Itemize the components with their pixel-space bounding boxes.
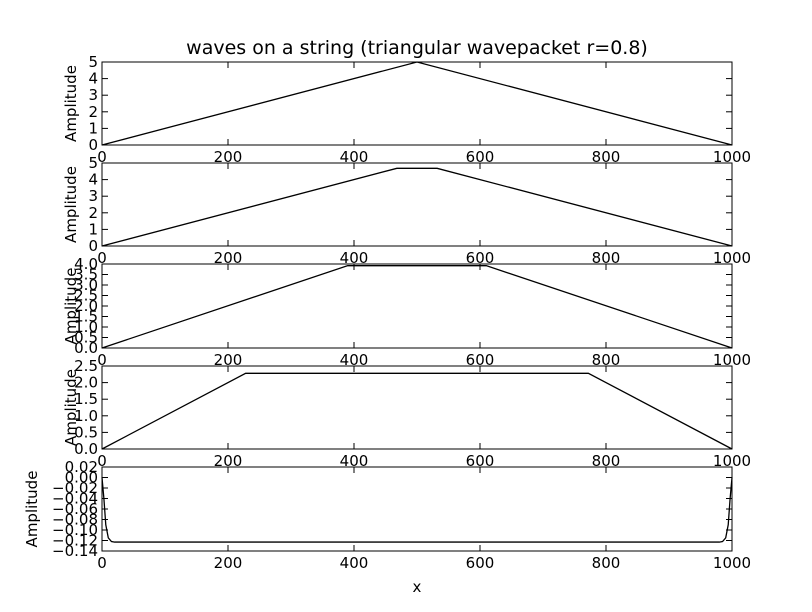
y-tick-label: 3.5 xyxy=(74,266,98,284)
axes-frame xyxy=(101,61,733,146)
axes-frame xyxy=(101,365,733,450)
y-axis-label: Amplitude xyxy=(62,369,80,446)
y-tick-label: 5 xyxy=(88,154,98,172)
x-tick-label: 400 xyxy=(340,351,369,369)
y-axis-label: Amplitude xyxy=(62,268,80,345)
y-tick-label: 4 xyxy=(88,70,98,88)
y-tick-label: −0.02 xyxy=(52,479,98,497)
y-tick-label: 3.0 xyxy=(74,276,98,294)
x-tick-label: 200 xyxy=(214,148,243,166)
y-tick-label: 2.0 xyxy=(74,374,98,392)
y-axis-label: Amplitude xyxy=(62,166,80,243)
y-tick-label: 2 xyxy=(88,103,98,121)
y-tick-label: −0.08 xyxy=(52,511,98,529)
x-tick-label: 800 xyxy=(592,249,621,267)
y-tick-label: 1.0 xyxy=(74,318,98,336)
x-tick-label: 1000 xyxy=(713,554,751,572)
y-tick-label: 1.0 xyxy=(74,407,98,425)
y-tick-label: 0.00 xyxy=(65,469,98,487)
x-tick-label: 400 xyxy=(340,554,369,572)
y-axis-label: Amplitude xyxy=(23,471,41,548)
x-tick-label: 0 xyxy=(97,554,107,572)
x-tick-label: 800 xyxy=(592,351,621,369)
y-tick-label: 3 xyxy=(88,187,98,205)
x-tick-label: 400 xyxy=(340,148,369,166)
y-tick-label: 1.5 xyxy=(74,390,98,408)
subplot-3: 0 200 400 600 800 1000 0.00.51.01.52.02.53.03.… xyxy=(62,255,751,369)
x-tick-label: 0 xyxy=(97,452,107,470)
x-tick-label: 200 xyxy=(214,249,243,267)
y-tick-label: −0.12 xyxy=(52,532,98,550)
subplot-4: 0 200 400 600 800 1000 0.00.51.01.52.02.5Ampli… xyxy=(62,357,751,470)
x-tick-label: 200 xyxy=(214,351,243,369)
x-tick-label: 0 xyxy=(97,148,107,166)
y-axis-label: Amplitude xyxy=(62,65,80,142)
y-tick-label: 0 xyxy=(88,237,98,255)
y-tick-label: 1.5 xyxy=(74,308,98,326)
x-tick-label: 600 xyxy=(466,452,495,470)
y-tick-label: 2.0 xyxy=(74,297,98,315)
x-tick-label: 200 xyxy=(214,452,243,470)
y-tick-label: 0.5 xyxy=(74,423,98,441)
x-tick-label: 600 xyxy=(466,148,495,166)
x-tick-label: 600 xyxy=(466,249,495,267)
y-tick-label: −0.14 xyxy=(52,542,98,560)
x-tick-label: 0 xyxy=(97,249,107,267)
x-axis-label: x xyxy=(413,578,422,596)
y-tick-label: −0.06 xyxy=(52,500,98,518)
axes-frame xyxy=(101,162,733,247)
y-tick-label: 4 xyxy=(88,171,98,189)
y-tick-label: 0.5 xyxy=(74,329,98,347)
x-tick-label: 200 xyxy=(214,554,243,572)
x-tick-label: 800 xyxy=(592,554,621,572)
x-tick-label: 0 xyxy=(97,351,107,369)
x-tick-label: 1000 xyxy=(713,249,751,267)
series-line-1 xyxy=(101,167,733,247)
y-tick-label: 2.5 xyxy=(74,357,98,375)
series-line-1 xyxy=(101,477,733,543)
series-line-1 xyxy=(101,372,733,450)
y-tick-label: 0.02 xyxy=(65,458,98,476)
x-tick-label: 600 xyxy=(466,351,495,369)
subplot-5: 0 200 400 600 800 1000−0.14−0.12−0.10−0.08−0.… xyxy=(23,458,751,572)
x-tick-label: 1000 xyxy=(713,351,751,369)
x-tick-label: 400 xyxy=(340,249,369,267)
y-tick-label: 4.0 xyxy=(74,255,98,273)
y-tick-label: 1 xyxy=(88,119,98,137)
y-tick-label: 2.5 xyxy=(74,287,98,305)
x-tick-label: 1000 xyxy=(713,148,751,166)
y-tick-label: 2 xyxy=(88,204,98,222)
x-tick-label: 800 xyxy=(592,452,621,470)
y-tick-label: 5 xyxy=(88,53,98,71)
y-tick-label: −0.10 xyxy=(52,521,98,539)
y-tick-label: 0.0 xyxy=(74,339,98,357)
y-tick-label: 3 xyxy=(88,86,98,104)
y-tick-label: 1 xyxy=(88,220,98,238)
figure-title: waves on a string (triangular wavepacket… xyxy=(186,37,648,59)
series-line-1 xyxy=(101,265,733,349)
y-tick-label: 0 xyxy=(88,136,98,154)
x-tick-label: 800 xyxy=(592,148,621,166)
y-tick-label: −0.04 xyxy=(52,490,98,508)
x-tick-label: 1000 xyxy=(713,452,751,470)
x-tick-label: 400 xyxy=(340,452,369,470)
y-tick-label: 0.0 xyxy=(74,440,98,458)
x-tick-label: 600 xyxy=(466,554,495,572)
